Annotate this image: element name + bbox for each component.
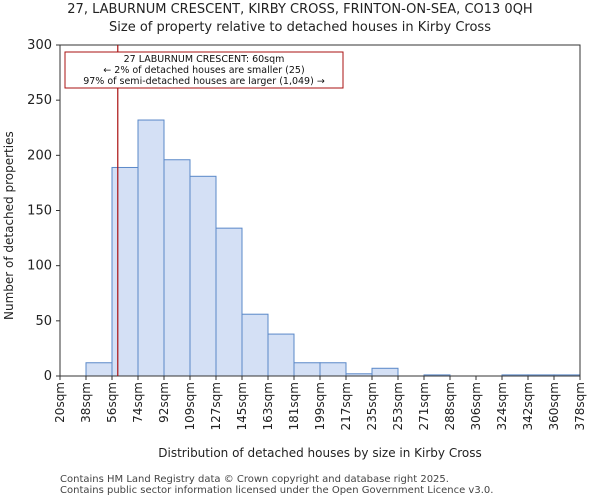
y-tick-label-0: 0	[44, 369, 52, 384]
y-tick-label-200: 200	[27, 148, 52, 163]
x-tick-label-145sqm: 145sqm	[235, 382, 249, 430]
x-tick-label-74sqm: 74sqm	[131, 382, 145, 423]
chart-subtitle: Size of property relative to detached ho…	[109, 20, 491, 35]
bar-38sqm	[85, 362, 113, 377]
y-tick-label-300: 300	[27, 38, 52, 53]
marker-group: 27 LABURNUM CRESCENT: 60sqm← 2% of detac…	[64, 45, 344, 376]
bar-235sqm	[371, 367, 399, 377]
x-tick-label-342sqm: 342sqm	[521, 382, 535, 430]
annotation-line-2: ← 2% of detached houses are smaller (25)	[103, 65, 304, 76]
x-tick-label-306sqm: 306sqm	[469, 382, 483, 430]
x-tick-label-20sqm: 20sqm	[53, 382, 67, 423]
y-tick-label-100: 100	[27, 259, 52, 274]
x-tick-label-378sqm: 378sqm	[573, 382, 587, 430]
footer-line-2: Contains public sector information licen…	[60, 485, 494, 496]
bar-199sqm	[319, 362, 347, 377]
bar-145sqm	[241, 313, 269, 377]
x-tick-label-92sqm: 92sqm	[157, 382, 171, 423]
bar-74sqm	[137, 119, 165, 377]
x-tick-label-109sqm: 109sqm	[183, 382, 197, 430]
x-tick-label-288sqm: 288sqm	[443, 382, 457, 430]
y-axis-label: Number of detached properties	[2, 131, 16, 320]
y-ticks-group: 0 50 100 150 200 250 300	[27, 38, 60, 384]
x-ticks-group: 20sqm 38sqm 56sqm 74sqm 92sqm 109sqm 127sqm 145…	[53, 376, 587, 430]
bar-127sqm	[215, 227, 243, 377]
x-tick-label-38sqm: 38sqm	[79, 382, 93, 423]
bar-92sqm	[163, 159, 191, 377]
bar-181sqm	[293, 362, 321, 377]
x-tick-label-163sqm: 163sqm	[261, 382, 275, 430]
x-tick-label-235sqm: 235sqm	[365, 382, 379, 430]
y-tick-label-50: 50	[35, 314, 52, 329]
bars-group	[85, 119, 581, 377]
chart-title: 27, LABURNUM CRESCENT, KIRBY CROSS, FRIN…	[67, 2, 533, 17]
bar-109sqm	[189, 175, 217, 377]
x-tick-label-181sqm: 181sqm	[287, 382, 301, 430]
bar-163sqm	[267, 333, 295, 377]
x-tick-label-271sqm: 271sqm	[417, 382, 431, 430]
x-tick-label-324sqm: 324sqm	[495, 382, 509, 430]
x-tick-label-217sqm: 217sqm	[339, 382, 353, 430]
annotation-line-3: 97% of semi-detached houses are larger (…	[83, 76, 325, 87]
x-tick-label-127sqm: 127sqm	[209, 382, 223, 430]
bar-56sqm	[111, 166, 139, 377]
x-tick-label-199sqm: 199sqm	[313, 382, 327, 430]
annotation-box	[64, 51, 344, 89]
x-tick-label-56sqm: 56sqm	[105, 382, 119, 423]
y-tick-label-250: 250	[27, 93, 52, 108]
footer-line-1: Contains HM Land Registry data © Crown c…	[60, 474, 449, 485]
y-tick-label-150: 150	[27, 204, 52, 219]
x-tick-label-253sqm: 253sqm	[391, 382, 405, 430]
x-tick-label-360sqm: 360sqm	[547, 382, 561, 430]
x-axis-label: Distribution of detached houses by size …	[158, 446, 482, 460]
annotation-line-1: 27 LABURNUM CRESCENT: 60sqm	[124, 54, 285, 65]
